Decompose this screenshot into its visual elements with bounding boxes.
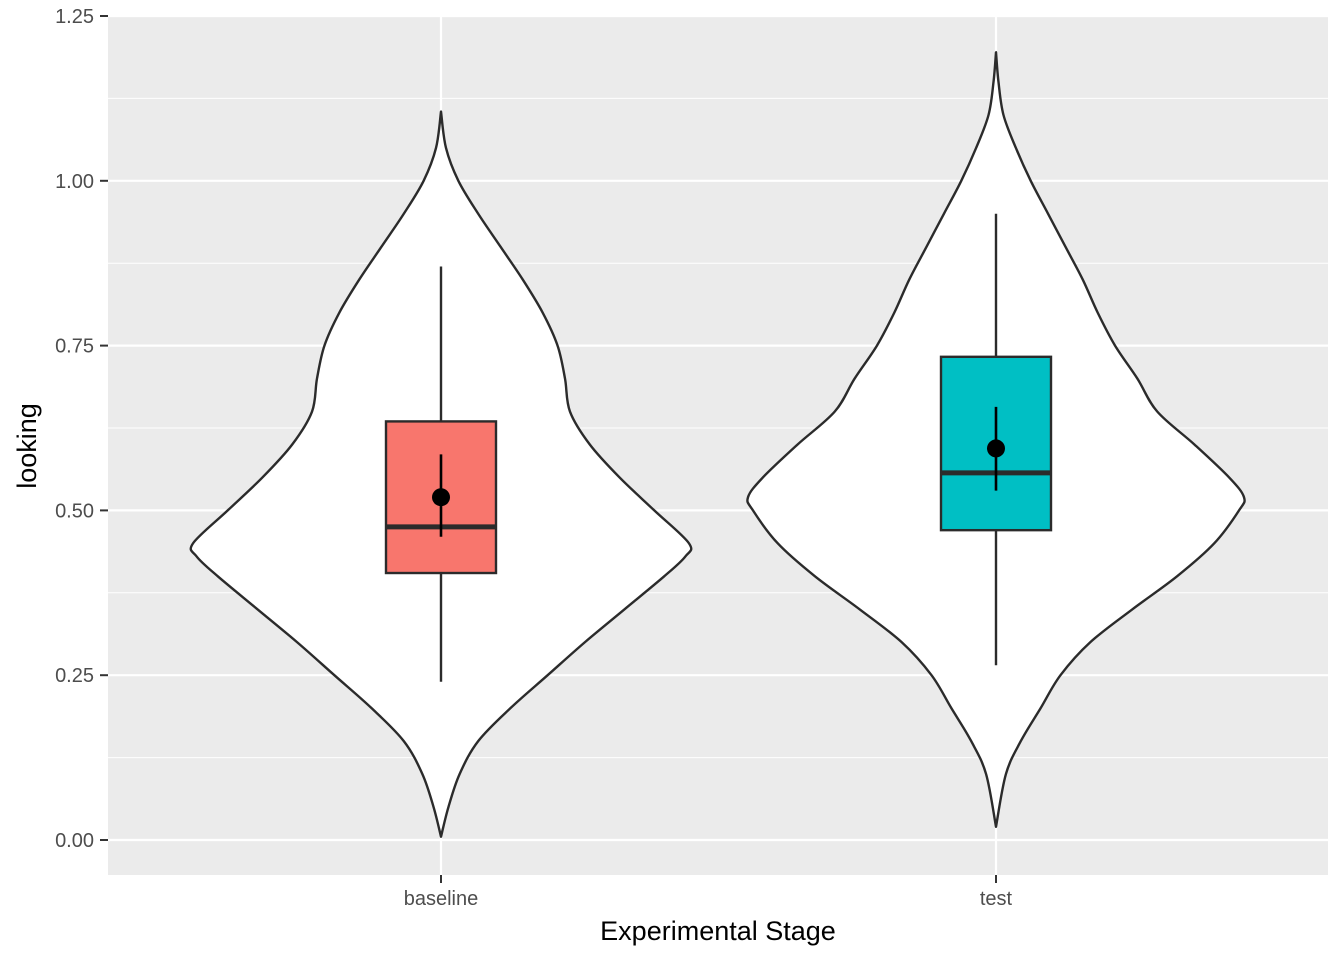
mean-point-baseline <box>432 488 450 507</box>
mean-point-test <box>987 439 1005 458</box>
axes: 0.00 0.25 0.50 0.75 1.00 1.25 baseline test <box>55 6 1012 910</box>
x-tick-label: baseline <box>404 888 479 910</box>
y-tick-label: 1.00 <box>55 171 94 193</box>
x-axis-title: Experimental Stage <box>600 916 836 946</box>
y-tick-label: 0.50 <box>55 500 94 522</box>
y-tick-label: 1.25 <box>55 6 94 28</box>
y-tick-label: 0.75 <box>55 336 94 358</box>
mean-points <box>432 406 1005 537</box>
y-tick-label: 0.25 <box>55 665 94 687</box>
y-tick-label: 0.00 <box>55 830 94 852</box>
x-tick-label: test <box>980 888 1013 910</box>
y-axis-title: looking <box>12 403 42 489</box>
